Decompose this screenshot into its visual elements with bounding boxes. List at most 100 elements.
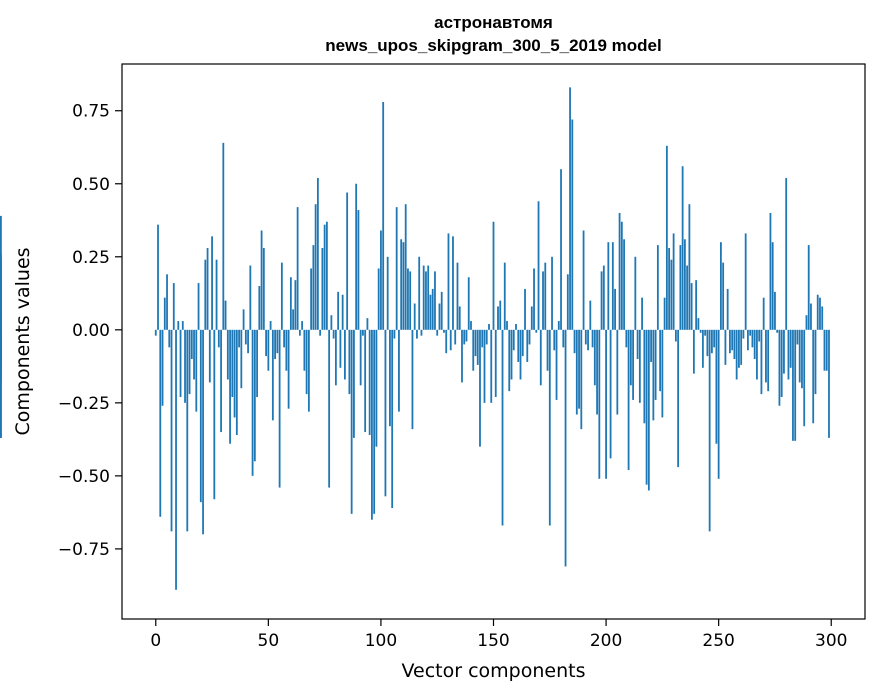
bar-294 (816, 294, 819, 330)
bar-78 (330, 315, 333, 330)
bar-73 (319, 329, 322, 336)
bar-226 (663, 297, 666, 330)
bar-144 (479, 329, 481, 447)
bar-277 (778, 329, 781, 406)
bar-133 (454, 329, 457, 345)
bar-165 (526, 329, 529, 362)
bar-147 (485, 329, 488, 345)
bar-141 (472, 329, 475, 371)
bar-145 (481, 329, 484, 348)
bar-290 (807, 245, 810, 330)
y-tick-label-2: 0.25 (72, 248, 110, 268)
bar-164 (524, 288, 526, 330)
bar-undefined (0, 215, 2, 330)
bar-76 (325, 221, 328, 330)
bar-272 (767, 329, 770, 392)
bar-218 (645, 329, 648, 485)
bar-142 (474, 329, 477, 357)
bar-29 (220, 329, 222, 433)
bar-229 (670, 259, 673, 330)
bar-279 (783, 329, 785, 374)
bar-31 (224, 300, 227, 330)
bar-95 (368, 329, 371, 435)
bar-1 (157, 224, 159, 330)
bar-98 (375, 329, 378, 447)
bar-228 (668, 248, 671, 330)
bar-86 (348, 329, 351, 395)
bar-143 (476, 329, 479, 365)
bar-253 (724, 329, 727, 365)
bar-211 (629, 329, 632, 386)
y-tick-label-6: −0.75 (58, 540, 110, 560)
bar-217 (643, 329, 646, 424)
bar-202 (609, 329, 612, 459)
bar-273 (769, 212, 772, 330)
bar-66 (303, 329, 306, 371)
bar-247 (711, 329, 713, 354)
bar-154 (501, 329, 504, 526)
bar-216 (641, 297, 643, 330)
y-tick-label-4: −0.25 (58, 394, 110, 414)
bar-116 (416, 329, 418, 339)
bar-219 (647, 329, 650, 491)
bar-231 (674, 329, 677, 342)
bar-271 (765, 329, 767, 383)
bar-36 (235, 329, 238, 435)
x-axis: 0 50 100 150 200 250 300 (150, 619, 847, 651)
bar-61 (292, 309, 295, 330)
bar-108 (398, 329, 400, 412)
bar-292 (812, 329, 815, 424)
bar-265 (751, 329, 754, 348)
bar-205 (616, 329, 619, 415)
bar-119 (422, 265, 425, 330)
x-tick-label-200: 200 (590, 631, 622, 651)
x-tick-label-300: 300 (815, 631, 847, 651)
bar-258 (735, 329, 738, 380)
bar-57 (283, 329, 286, 348)
bar-32 (226, 329, 229, 380)
bar-30 (222, 142, 225, 330)
bar-13 (184, 329, 186, 403)
bar-191 (584, 329, 587, 345)
bar-241 (697, 318, 700, 330)
bar-230 (672, 233, 675, 330)
bar-43 (251, 329, 254, 476)
bar-110 (402, 242, 405, 330)
bar-184 (569, 87, 571, 330)
bar-74 (321, 248, 324, 330)
bar-157 (508, 329, 511, 392)
bar-137 (463, 329, 466, 345)
bar-undefined (0, 329, 2, 380)
bar-220 (650, 329, 653, 362)
bar-246 (708, 329, 711, 532)
bar-178 (555, 329, 558, 400)
bar-200 (605, 329, 607, 479)
bar-46 (258, 286, 261, 330)
bar-88 (353, 329, 355, 438)
bar-94 (366, 318, 369, 330)
bar-159 (512, 329, 515, 351)
bar-176 (551, 256, 553, 330)
bar-177 (553, 329, 556, 351)
bar-34 (231, 329, 234, 397)
bar-26 (213, 329, 216, 500)
bar-289 (805, 315, 808, 330)
bar-15 (188, 329, 191, 395)
bar-175 (548, 329, 551, 526)
bar-192 (587, 329, 589, 351)
bar-135 (458, 306, 461, 330)
bar-9 (175, 329, 177, 590)
bar-106 (393, 329, 396, 339)
chart-title: астронавтомя (434, 13, 553, 32)
bar-105 (391, 329, 394, 508)
bar-10 (177, 321, 180, 330)
bar-208 (623, 239, 625, 330)
bar-222 (654, 329, 657, 400)
bar-40 (244, 329, 247, 345)
bar-209 (625, 329, 628, 348)
bar-52 (271, 329, 274, 421)
bar-254 (726, 288, 729, 330)
bar-56 (280, 262, 283, 330)
x-axis-label: Vector components (402, 660, 586, 682)
